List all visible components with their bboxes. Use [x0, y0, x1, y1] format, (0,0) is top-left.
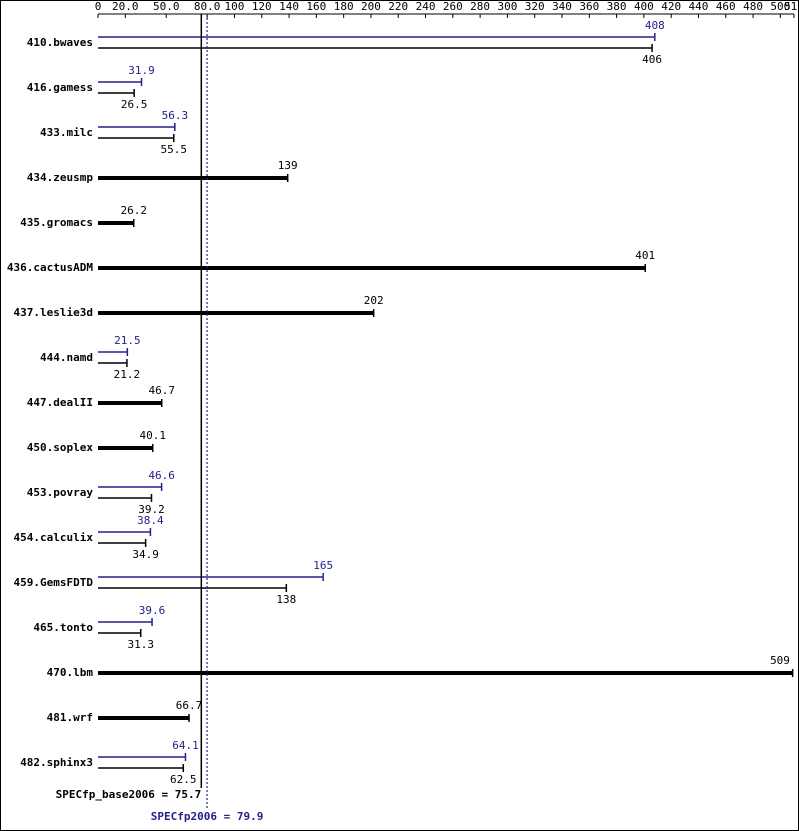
value-label: 26.2	[121, 204, 148, 217]
x-tick-label: 120	[252, 0, 272, 13]
x-tick-label: 320	[525, 0, 545, 13]
value-label: 202	[364, 294, 384, 307]
x-tick-label: 480	[743, 0, 763, 13]
value-label: 39.2	[138, 503, 165, 516]
x-tick-label: 240	[416, 0, 436, 13]
category-label: 453.povray	[27, 486, 94, 499]
reference-label: SPECfp2006 = 79.9	[151, 810, 264, 823]
x-tick-label: 300	[497, 0, 517, 13]
value-label: 139	[278, 159, 298, 172]
value-label: 31.3	[127, 638, 154, 651]
value-label: 38.4	[137, 514, 164, 527]
x-tick-label: 200	[361, 0, 381, 13]
x-tick-label: 280	[470, 0, 490, 13]
x-tick-label: 440	[689, 0, 709, 13]
category-label: 482.sphinx3	[20, 756, 93, 769]
x-tick-label: 400	[634, 0, 654, 13]
x-tick-label: 20.0	[112, 0, 139, 13]
category-label: 459.GemsFDTD	[14, 576, 94, 589]
value-label: 55.5	[160, 143, 187, 156]
x-tick-label: 50.0	[153, 0, 180, 13]
value-label: 401	[635, 249, 655, 262]
category-label: 470.lbm	[47, 666, 94, 679]
reference-label: SPECfp_base2006 = 75.7	[56, 788, 202, 801]
value-label: 138	[276, 593, 296, 606]
x-tick-label: 160	[306, 0, 326, 13]
category-label: 450.soplex	[27, 441, 94, 454]
x-tick-label: 360	[579, 0, 599, 13]
x-tick-label: 500	[770, 0, 790, 13]
x-tick-label: 0	[95, 0, 102, 13]
x-tick-label: 340	[552, 0, 572, 13]
value-label: 165	[313, 559, 333, 572]
value-label: 509	[770, 654, 790, 667]
value-label: 21.2	[114, 368, 141, 381]
category-label: 435.gromacs	[20, 216, 93, 229]
category-label: 447.dealII	[27, 396, 93, 409]
category-label: 454.calculix	[14, 531, 94, 544]
category-label: 437.leslie3d	[14, 306, 93, 319]
value-label: 26.5	[121, 98, 148, 111]
x-tick-label: 140	[279, 0, 299, 13]
x-tick-label: 420	[661, 0, 681, 13]
x-tick-label: 260	[443, 0, 463, 13]
x-tick-label: 180	[334, 0, 354, 13]
value-label: 62.5	[170, 773, 197, 786]
x-tick-label: 220	[388, 0, 408, 13]
value-label: 21.5	[114, 334, 141, 347]
value-label: 406	[642, 53, 662, 66]
category-label: 444.namd	[40, 351, 93, 364]
category-label: 481.wrf	[47, 711, 93, 724]
value-label: 34.9	[132, 548, 159, 561]
value-label: 56.3	[162, 109, 189, 122]
category-label: 436.cactusADM	[7, 261, 93, 274]
value-label: 46.7	[148, 384, 175, 397]
x-tick-label: 100	[225, 0, 245, 13]
value-label: 40.1	[139, 429, 166, 442]
value-label: 64.1	[172, 739, 199, 752]
category-label: 434.zeusmp	[27, 171, 94, 184]
x-tick-label: 460	[716, 0, 736, 13]
x-tick-label: 80.0	[194, 0, 221, 13]
value-label: 39.6	[139, 604, 166, 617]
x-tick-label: 380	[607, 0, 627, 13]
category-label: 433.milc	[40, 126, 93, 139]
x-tick-label: 510	[784, 0, 799, 13]
value-label: 46.6	[148, 469, 175, 482]
value-label: 66.7	[176, 699, 203, 712]
category-label: 410.bwaves	[27, 36, 93, 49]
category-label: 416.gamess	[27, 81, 93, 94]
value-label: 408	[645, 19, 665, 32]
value-label: 31.9	[128, 64, 155, 77]
category-label: 465.tonto	[33, 621, 93, 634]
